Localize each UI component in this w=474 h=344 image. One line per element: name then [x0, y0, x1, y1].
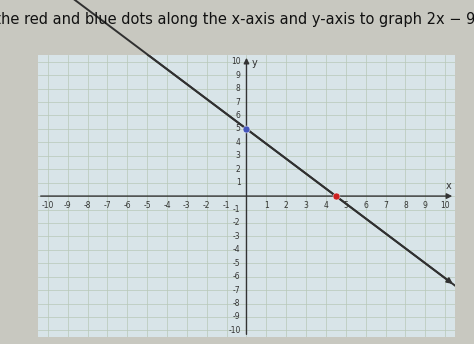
Text: -6: -6 — [233, 272, 240, 281]
Text: 5: 5 — [343, 201, 348, 210]
Text: 10: 10 — [440, 201, 450, 210]
Text: -4: -4 — [163, 201, 171, 210]
Text: Drag the red and blue dots along the x-axis and y-axis to graph 2x − 9y = 9.: Drag the red and blue dots along the x-a… — [0, 12, 474, 27]
Text: 9: 9 — [236, 71, 240, 80]
Text: 2: 2 — [284, 201, 289, 210]
Text: -3: -3 — [233, 232, 240, 241]
Text: 6: 6 — [363, 201, 368, 210]
Text: 2: 2 — [236, 165, 240, 174]
Text: y: y — [251, 58, 257, 68]
Text: 1: 1 — [236, 178, 240, 187]
Text: 7: 7 — [383, 201, 388, 210]
Text: -5: -5 — [143, 201, 151, 210]
Text: 8: 8 — [236, 84, 240, 93]
Text: -3: -3 — [183, 201, 191, 210]
Text: -10: -10 — [42, 201, 54, 210]
Text: -1: -1 — [223, 201, 230, 210]
Text: 9: 9 — [423, 201, 428, 210]
Text: -1: -1 — [233, 205, 240, 214]
Text: 3: 3 — [236, 151, 240, 160]
Text: -5: -5 — [233, 259, 240, 268]
Text: -7: -7 — [233, 286, 240, 294]
Text: 8: 8 — [403, 201, 408, 210]
Text: 1: 1 — [264, 201, 269, 210]
Text: 4: 4 — [323, 201, 328, 210]
Text: 3: 3 — [304, 201, 309, 210]
Text: 6: 6 — [236, 111, 240, 120]
Text: -9: -9 — [64, 201, 72, 210]
Text: -2: -2 — [203, 201, 210, 210]
Text: -8: -8 — [233, 299, 240, 308]
Text: -6: -6 — [124, 201, 131, 210]
Text: -9: -9 — [233, 312, 240, 322]
Text: 5: 5 — [236, 125, 240, 133]
Text: 4: 4 — [236, 138, 240, 147]
Text: 10: 10 — [231, 57, 240, 66]
Text: 7: 7 — [236, 98, 240, 107]
Text: -2: -2 — [233, 218, 240, 227]
Text: -10: -10 — [228, 326, 240, 335]
Text: -8: -8 — [84, 201, 91, 210]
Text: x: x — [445, 181, 451, 191]
Text: -7: -7 — [104, 201, 111, 210]
Text: -4: -4 — [233, 245, 240, 254]
